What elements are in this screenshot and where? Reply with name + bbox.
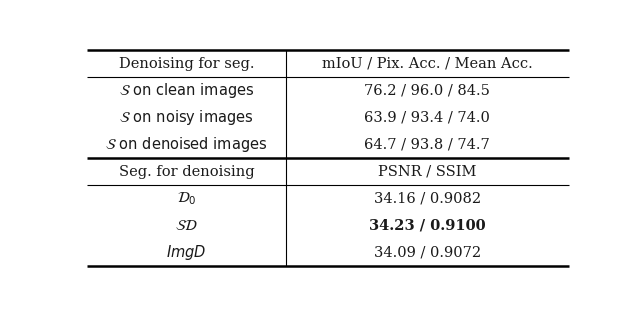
Text: 34.16 / 0.9082: 34.16 / 0.9082 [374,192,481,206]
Text: $\mathcal{S}$ on noisy images: $\mathcal{S}$ on noisy images [120,108,254,127]
Text: mIoU / Pix. Acc. / Mean Acc.: mIoU / Pix. Acc. / Mean Acc. [322,57,532,71]
Text: 34.09 / 0.9072: 34.09 / 0.9072 [374,246,481,260]
Text: 63.9 / 93.4 / 74.0: 63.9 / 93.4 / 74.0 [364,111,490,125]
Text: 64.7 / 93.8 / 74.7: 64.7 / 93.8 / 74.7 [364,138,490,152]
Text: 76.2 / 96.0 / 84.5: 76.2 / 96.0 / 84.5 [364,84,490,98]
Text: $\mathcal{S}$ on clean images: $\mathcal{S}$ on clean images [119,81,254,100]
Text: PSNR / SSIM: PSNR / SSIM [378,165,476,179]
Text: $\mathcal{S}$ on denoised images: $\mathcal{S}$ on denoised images [106,135,268,154]
Text: Denoising for seg.: Denoising for seg. [119,57,254,71]
Text: $\mathcal{D}_0$: $\mathcal{D}_0$ [177,190,196,207]
Text: $ImgD$: $ImgD$ [166,243,207,262]
Text: $\mathcal{S}\mathcal{D}$: $\mathcal{S}\mathcal{D}$ [175,218,198,233]
Text: Seg. for denoising: Seg. for denoising [119,165,255,179]
Text: 34.23 / 0.9100: 34.23 / 0.9100 [369,219,486,232]
